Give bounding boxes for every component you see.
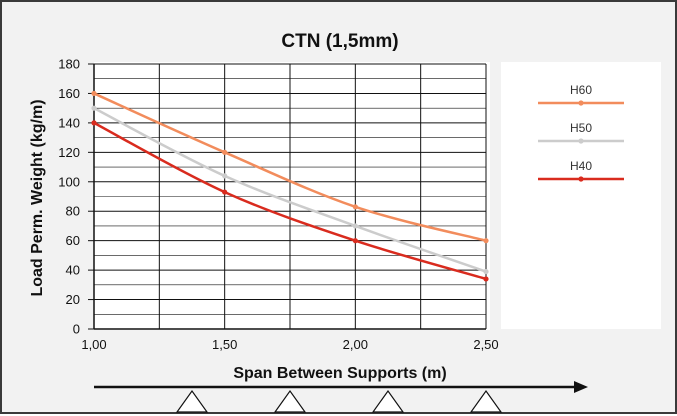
y-tick-label: 40 bbox=[66, 263, 80, 278]
x-tick-label: 1,50 bbox=[212, 337, 237, 352]
y-tick-label: 160 bbox=[58, 86, 80, 101]
data-point-h40 bbox=[483, 276, 489, 282]
legend-label-h60: H60 bbox=[570, 83, 592, 97]
chart-title: CTN (1,5mm) bbox=[281, 31, 398, 52]
y-tick-label: 60 bbox=[66, 233, 80, 248]
support-triangle-icon bbox=[371, 389, 405, 413]
x-tick-label: 1,00 bbox=[81, 337, 106, 352]
legend: H60 H50 H40 bbox=[538, 83, 624, 182]
data-point-h60 bbox=[91, 90, 97, 97]
data-point-h60 bbox=[222, 149, 228, 155]
y-tick-label: 100 bbox=[58, 174, 80, 189]
series-lines bbox=[91, 90, 489, 282]
span-arrow-head bbox=[574, 381, 588, 393]
y-tick-label: 180 bbox=[58, 57, 80, 72]
span-arrow bbox=[94, 381, 588, 393]
data-point-h60 bbox=[483, 238, 489, 244]
legend-box bbox=[501, 62, 661, 329]
series-line-h50 bbox=[93, 107, 487, 273]
x-tick-label: 2,00 bbox=[343, 337, 368, 352]
legend-marker-h40 bbox=[578, 176, 584, 182]
data-point-h40 bbox=[222, 189, 228, 195]
legend-marker-h50 bbox=[578, 138, 584, 144]
y-tick-label: 0 bbox=[73, 322, 80, 337]
series-line-h60 bbox=[93, 92, 487, 242]
y-tick-label: 140 bbox=[58, 115, 80, 130]
support-triangle-icon bbox=[469, 389, 503, 413]
data-point-h50 bbox=[352, 223, 358, 229]
plot-area bbox=[94, 62, 490, 330]
support-triangle-icon bbox=[273, 389, 307, 413]
legend-label-h50: H50 bbox=[570, 121, 592, 135]
legend-label-h40: H40 bbox=[570, 159, 592, 173]
y-tick-label: 80 bbox=[66, 204, 80, 219]
data-point-h50 bbox=[222, 173, 228, 179]
data-point-h60 bbox=[352, 204, 358, 210]
x-axis-label: Span Between Supports (m) bbox=[233, 365, 446, 382]
legend-marker-h60 bbox=[578, 100, 584, 106]
y-axis-label: Load Perm. Weight (kg/m) bbox=[29, 99, 46, 296]
series-line-h40 bbox=[93, 121, 487, 281]
y-tick-label: 20 bbox=[66, 292, 80, 307]
supports bbox=[175, 389, 503, 413]
data-point-h40 bbox=[352, 238, 358, 244]
support-triangle-icon bbox=[175, 389, 209, 413]
data-point-h40 bbox=[91, 120, 97, 126]
data-point-h50 bbox=[91, 105, 97, 111]
data-point-h50 bbox=[483, 268, 489, 275]
tick-labels: 0 20 40 60 80 100 120 140 160 180 1,00 1,50 2,00 2,50 bbox=[58, 57, 498, 353]
x-tick-label: 2,50 bbox=[473, 337, 498, 352]
y-tick-label: 120 bbox=[58, 145, 80, 160]
